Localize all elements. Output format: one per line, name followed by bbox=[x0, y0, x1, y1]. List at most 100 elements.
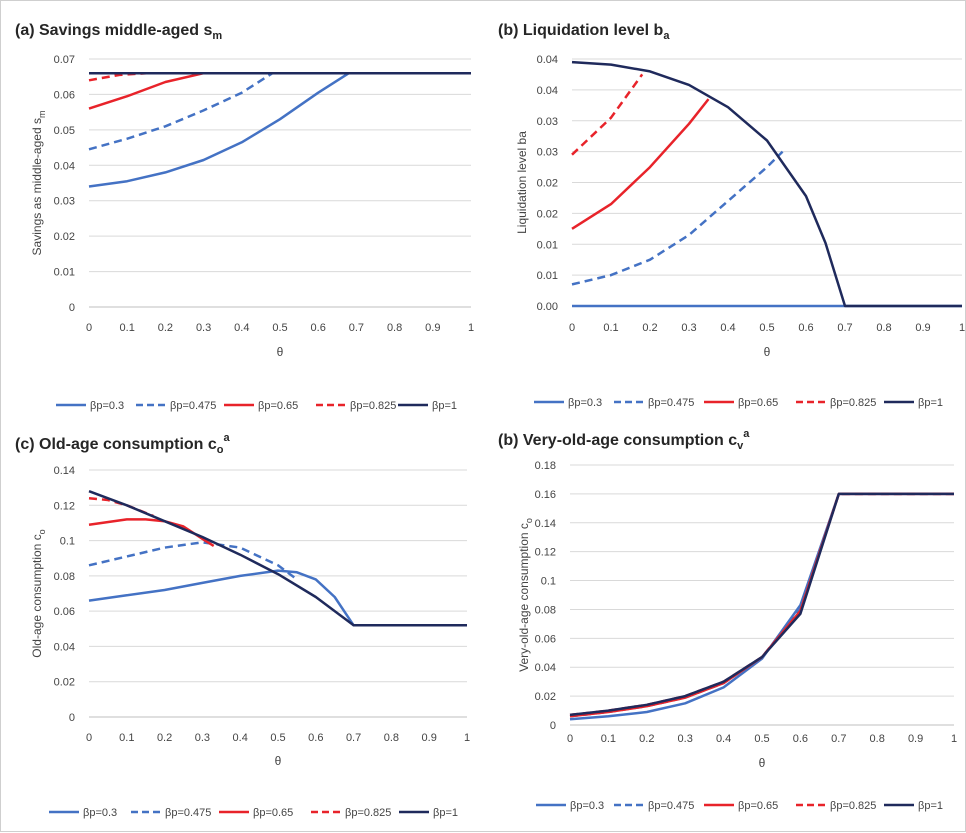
legend-label: βp=1 bbox=[918, 397, 943, 409]
legend-label: βp=0.3 bbox=[568, 397, 602, 409]
chart-svg-b: (b) Liquidation level ba 0.00 0.01 0.01 0.02… bbox=[498, 22, 965, 409]
x-tick-label: 0.9 bbox=[422, 732, 437, 744]
y-tick-label: 0.02 bbox=[535, 691, 556, 703]
x-tick-label: 0.4 bbox=[234, 322, 249, 334]
x-tick-label: 0.3 bbox=[678, 733, 693, 745]
legend-label: βp=0.65 bbox=[258, 400, 298, 412]
y-tick-label: 0 bbox=[69, 302, 75, 314]
series-line-p-1 bbox=[571, 60, 962, 308]
legend-label: βp=0.3 bbox=[570, 800, 604, 812]
y-tick-label: 0.14 bbox=[54, 465, 75, 477]
y-tick-label: 0.02 bbox=[537, 208, 558, 220]
series-line-p-0-475 bbox=[88, 71, 471, 151]
y-tick-label: 0.04 bbox=[537, 85, 558, 97]
chart-title: (b) Very-old-age consumption cva bbox=[498, 428, 750, 452]
x-tick-label: 0.5 bbox=[272, 322, 287, 334]
y-tick-label: 0 bbox=[550, 720, 556, 732]
y-axis-label: Savings as middle-aged sm bbox=[30, 111, 47, 256]
x-tick-label: 0.1 bbox=[601, 733, 616, 745]
x-tick-label: 0.7 bbox=[346, 732, 361, 744]
y-tick-label: 0.02 bbox=[537, 178, 558, 190]
y-tick-label: 0.04 bbox=[537, 54, 558, 66]
y-tick-label: 0.06 bbox=[54, 89, 75, 101]
x-tick-label: 0.4 bbox=[720, 322, 735, 334]
y-tick-label: 0.00 bbox=[537, 301, 558, 313]
series-line-p-0-65 bbox=[569, 492, 954, 718]
x-tick-label: 0.7 bbox=[831, 733, 846, 745]
legend-label: βp=0.475 bbox=[165, 807, 211, 819]
x-tick-label: 1 bbox=[468, 322, 474, 334]
series-line-p-0-3 bbox=[569, 492, 954, 721]
legend-label: βp=0.825 bbox=[345, 807, 391, 819]
x-tick-label: 0.5 bbox=[754, 733, 769, 745]
x-tick-label: 0.9 bbox=[908, 733, 923, 745]
legend-label: βp=0.475 bbox=[170, 400, 216, 412]
x-tick-label: 0.6 bbox=[798, 322, 813, 334]
legend-label: βp=1 bbox=[433, 807, 458, 819]
y-tick-label: 0.12 bbox=[54, 500, 75, 512]
legend-label: βp=0.475 bbox=[648, 397, 694, 409]
chart-title: (a) Savings middle-aged sm bbox=[15, 22, 222, 42]
x-tick-label: 0.8 bbox=[387, 322, 402, 334]
series-line-p-0-475 bbox=[571, 150, 784, 286]
series-line-p-1 bbox=[569, 492, 954, 717]
series-line-p-0-475 bbox=[88, 541, 298, 581]
y-tick-label: 0.04 bbox=[54, 160, 75, 172]
chart-title: (b) Liquidation level ba bbox=[498, 22, 670, 42]
x-tick-label: 0.8 bbox=[876, 322, 891, 334]
x-tick-label: 1 bbox=[951, 733, 957, 745]
y-tick-label: 0.1 bbox=[60, 536, 75, 548]
panel-old-age-consumption: (c) Old-age consumption coa 0 0.02 0.04 0.06… bbox=[1, 419, 484, 833]
y-tick-label: 0.03 bbox=[54, 196, 75, 208]
x-tick-label: 0.5 bbox=[270, 732, 285, 744]
legend-label: βp=0.3 bbox=[83, 807, 117, 819]
x-tick-label: 0.3 bbox=[681, 322, 696, 334]
y-tick-label: 0.07 bbox=[54, 54, 75, 66]
y-tick-label: 0.01 bbox=[537, 239, 558, 251]
legend-label: βp=0.825 bbox=[350, 400, 396, 412]
x-tick-label: 0.4 bbox=[716, 733, 731, 745]
x-tick-label: 1 bbox=[959, 322, 965, 334]
legend-label: βp=0.65 bbox=[738, 800, 778, 812]
y-tick-label: 0.04 bbox=[54, 641, 75, 653]
x-tick-label: 0.9 bbox=[915, 322, 930, 334]
y-axis-label: Old-age consumption co bbox=[30, 529, 47, 657]
x-tick-label: 0.2 bbox=[642, 322, 657, 334]
y-axis-label: Liquidation level ba bbox=[515, 131, 529, 234]
panel-savings-middle-aged: (a) Savings middle-aged sm 0 0.01 0.02 0.03 0… bbox=[1, 1, 484, 419]
series-line-p-0-65 bbox=[571, 98, 710, 230]
x-tick-label: 0.6 bbox=[311, 322, 326, 334]
y-tick-label: 0.03 bbox=[537, 147, 558, 159]
x-tick-label: 0.7 bbox=[837, 322, 852, 334]
y-tick-label: 0.01 bbox=[537, 270, 558, 282]
series-line-p-0-65 bbox=[88, 71, 204, 110]
y-tick-label: 0.02 bbox=[54, 231, 75, 243]
x-tick-label: 0.2 bbox=[639, 733, 654, 745]
y-tick-label: 0.04 bbox=[535, 662, 556, 674]
x-tick-label: 0.6 bbox=[308, 732, 323, 744]
legend-label: βp=0.825 bbox=[830, 800, 876, 812]
x-tick-label: 0 bbox=[569, 322, 575, 334]
x-axis-label: θ bbox=[277, 345, 284, 359]
x-tick-label: 0.1 bbox=[119, 732, 134, 744]
series-line-p-0-3 bbox=[88, 569, 467, 627]
y-tick-label: 0.1 bbox=[541, 576, 556, 588]
legend-label: βp=0.65 bbox=[738, 397, 778, 409]
x-tick-label: 0.2 bbox=[157, 732, 172, 744]
x-tick-label: 0.8 bbox=[384, 732, 399, 744]
chart-svg-c: (c) Old-age consumption coa 0 0.02 0.04 0.06… bbox=[15, 432, 470, 819]
y-axis-label: Very-old-age consumption co bbox=[517, 518, 534, 672]
chart-svg-d: (b) Very-old-age consumption cva 0 0.02 0.0… bbox=[498, 428, 957, 812]
y-tick-label: 0.03 bbox=[537, 116, 558, 128]
chart-title: (c) Old-age consumption coa bbox=[15, 432, 231, 456]
series-line-p-0-475 bbox=[569, 492, 954, 718]
x-tick-label: 0 bbox=[86, 322, 92, 334]
legend-label: βp=0.475 bbox=[648, 800, 694, 812]
y-tick-label: 0.06 bbox=[535, 633, 556, 645]
series-line-p-0-3 bbox=[88, 71, 471, 188]
x-tick-label: 0.8 bbox=[870, 733, 885, 745]
x-axis-label: θ bbox=[764, 345, 771, 359]
y-tick-label: 0.16 bbox=[535, 489, 556, 501]
y-tick-label: 0.14 bbox=[535, 518, 556, 530]
x-tick-label: 0.7 bbox=[349, 322, 364, 334]
